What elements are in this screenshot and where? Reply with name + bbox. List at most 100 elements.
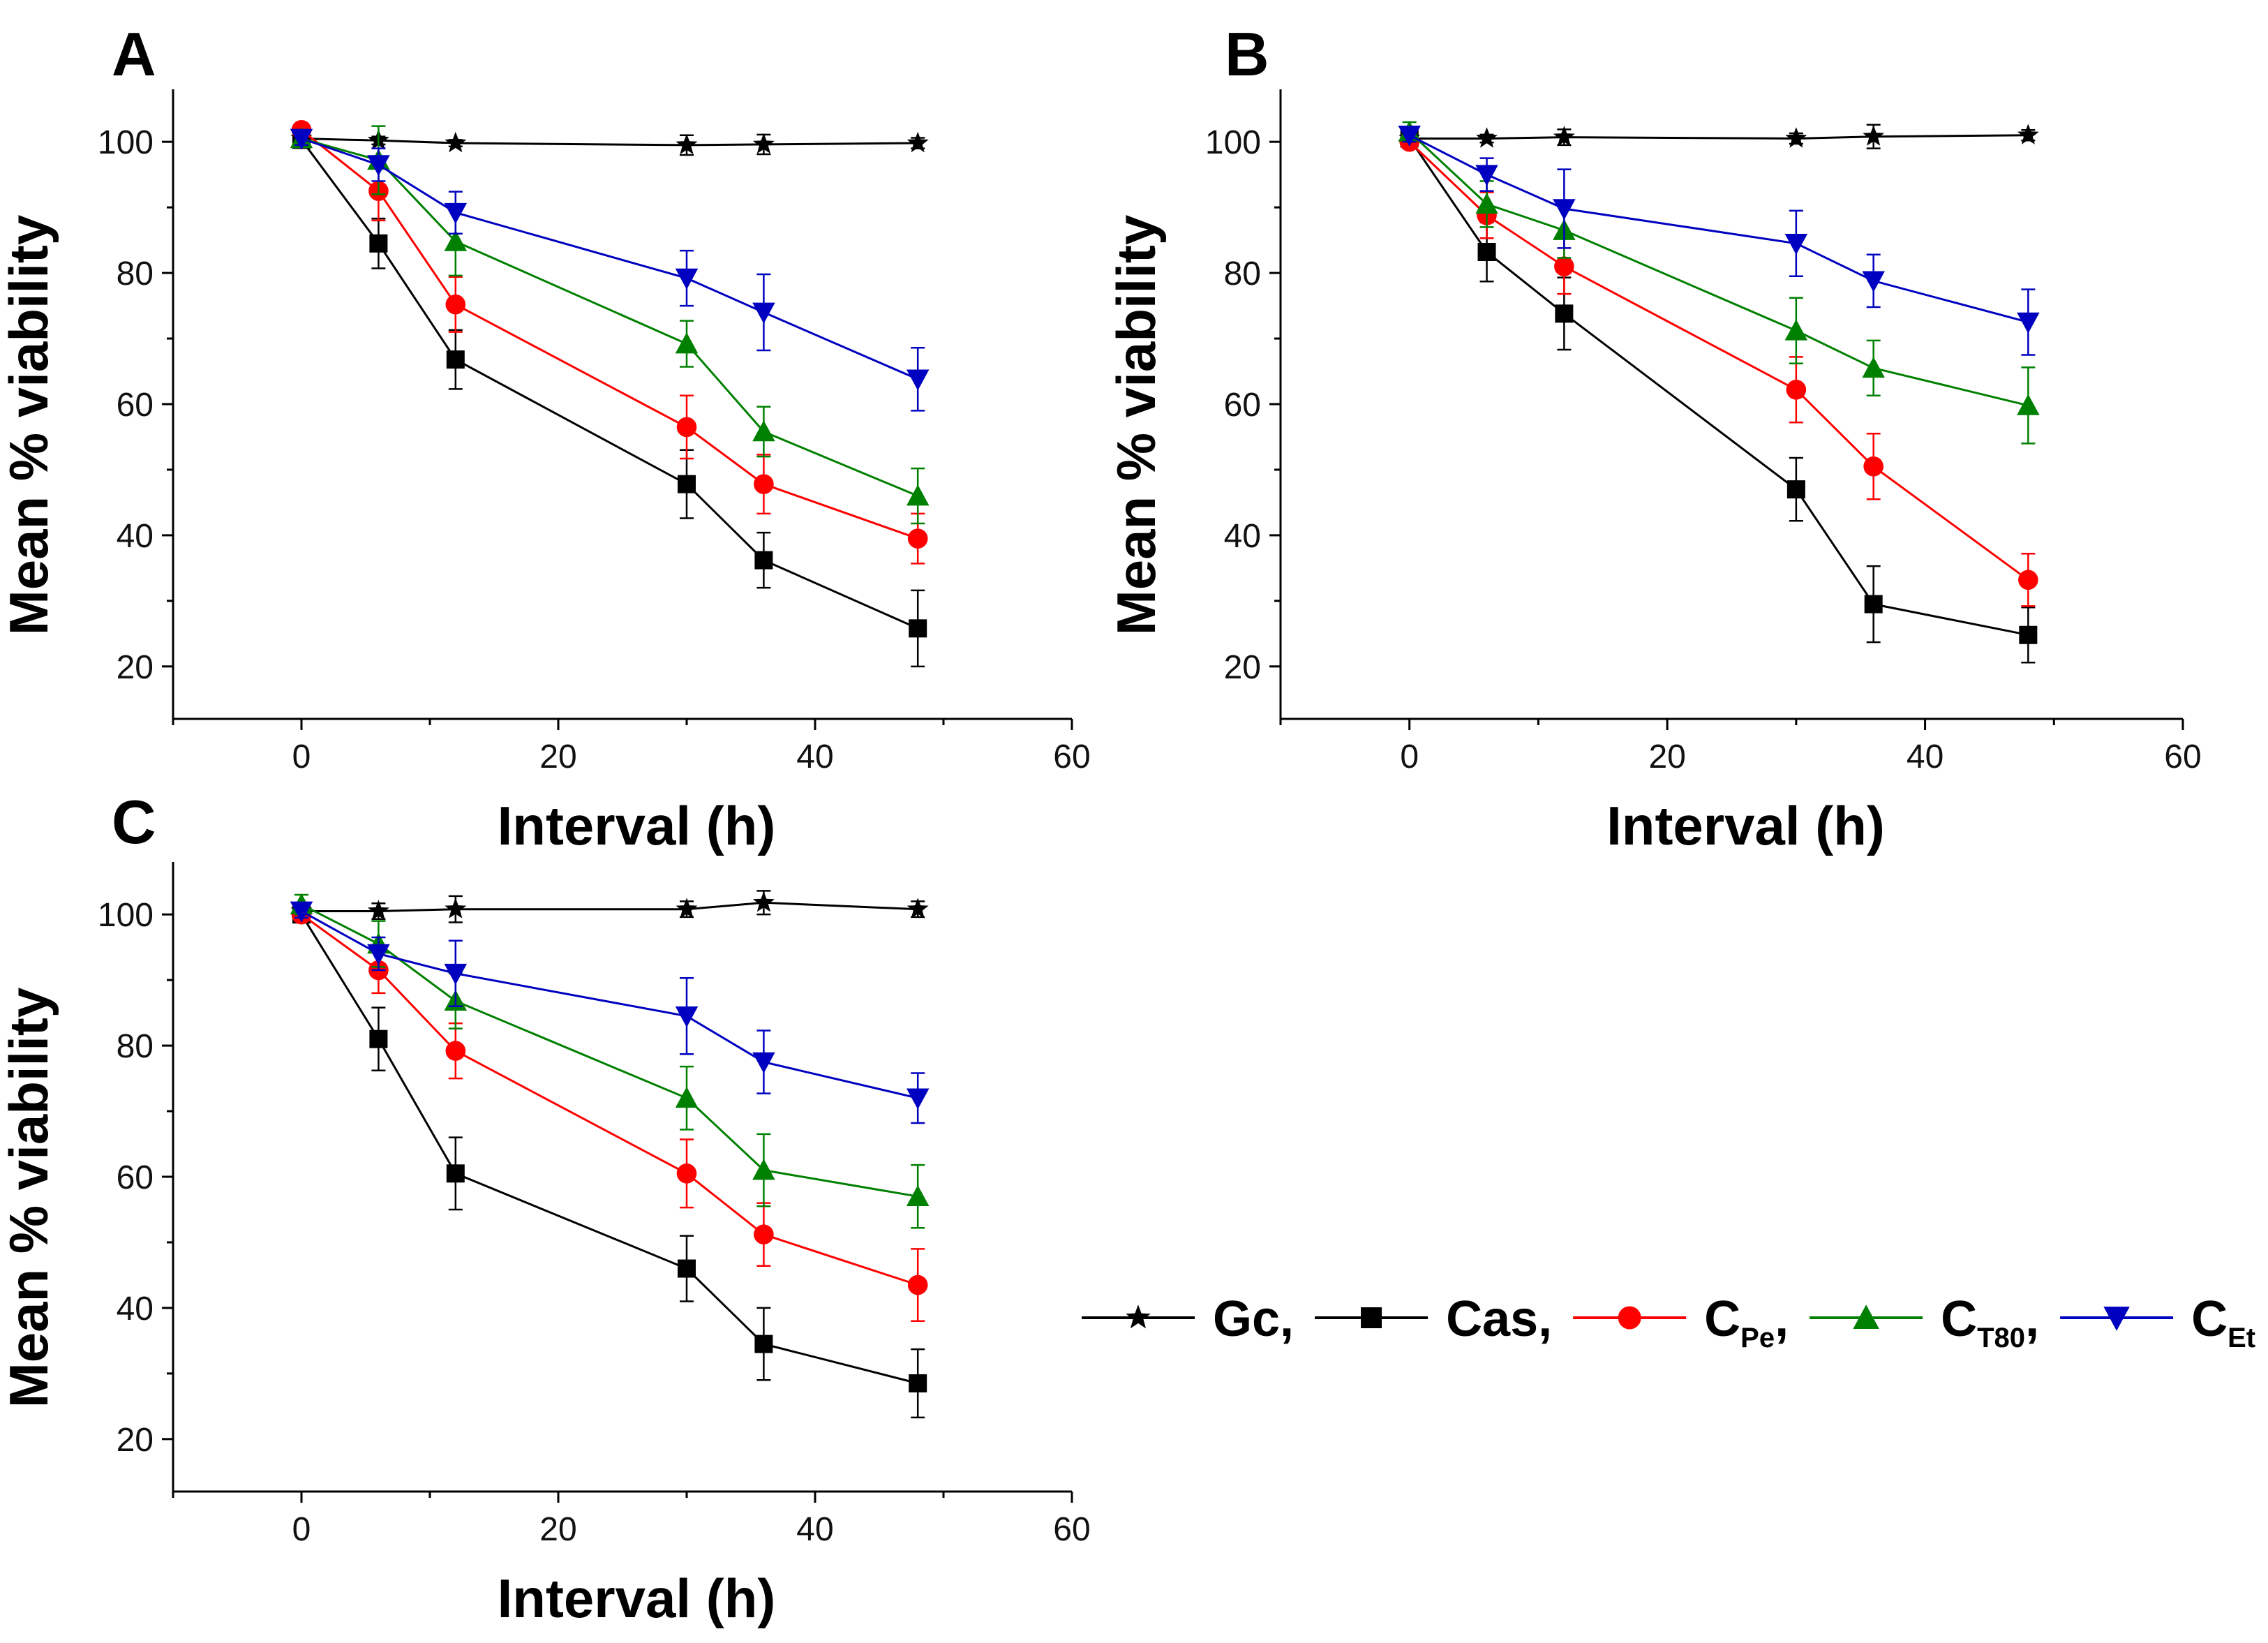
- y-tick-label: 20: [117, 1422, 154, 1459]
- data-point: [1784, 233, 1808, 255]
- data-point: [1864, 595, 1883, 614]
- data-point: [367, 155, 390, 177]
- data-point: [676, 417, 697, 438]
- data-point: [678, 1259, 696, 1278]
- chart-panel-c: 0 20 40 60 20 40 60 80 100 Interval (h) Mean % via…: [0, 787, 1091, 1629]
- y-tick-label: 60: [117, 1159, 154, 1196]
- series-gc: [290, 890, 929, 923]
- data-point: [907, 898, 929, 919]
- data-point: [367, 944, 390, 965]
- data-point: [1475, 193, 1498, 214]
- panel-label: A: [112, 20, 156, 89]
- y-tick-label: 40: [1224, 518, 1261, 555]
- panel-label: B: [1225, 20, 1269, 89]
- data-point: [676, 133, 698, 154]
- data-point: [2018, 570, 2038, 590]
- series-line: [301, 903, 918, 1198]
- chart-panel-b: 0 20 40 60 20 40 60 80 100 Interval (h) Mean % via…: [1105, 20, 2202, 856]
- data-point: [1476, 127, 1498, 148]
- data-point: [369, 1029, 388, 1048]
- legend-label: Cas,: [1446, 1291, 1552, 1347]
- data-point: [446, 1164, 465, 1183]
- series-cet: [1398, 125, 2040, 356]
- series-line: [301, 137, 918, 147]
- data-point: [290, 128, 313, 150]
- data-point: [906, 1088, 930, 1110]
- data-point: [675, 1006, 699, 1028]
- y-tick-label: 100: [98, 897, 154, 934]
- x-tick-label: 40: [796, 738, 833, 775]
- data-point: [907, 1274, 928, 1295]
- data-point: [752, 133, 775, 154]
- data-point: [290, 901, 313, 923]
- series-cas: [292, 905, 927, 1419]
- data-point: [445, 131, 467, 153]
- data-point: [1786, 480, 1805, 499]
- data-point: [2017, 124, 2039, 144]
- data-point: [906, 369, 930, 391]
- y-tick-label: 80: [117, 255, 154, 292]
- data-point: [445, 898, 467, 919]
- series-gc: [290, 127, 929, 156]
- series-cas: [1400, 129, 2038, 664]
- legend-label: CEt: [2191, 1291, 2255, 1353]
- data-point: [752, 891, 775, 912]
- legend-marker: [1618, 1306, 1641, 1330]
- series-line: [300, 914, 918, 1385]
- y-tick-label: 80: [1224, 255, 1261, 292]
- data-point: [444, 202, 468, 224]
- data-point: [754, 474, 774, 494]
- x-tick-label: 40: [1907, 738, 1944, 775]
- series-line: [1408, 137, 2029, 637]
- data-point: [1785, 127, 1807, 148]
- data-point: [1553, 199, 1576, 221]
- data-point: [1862, 271, 1885, 292]
- data-point: [675, 268, 699, 290]
- data-point: [752, 1052, 775, 1073]
- data-point: [367, 900, 389, 921]
- y-tick-label: 80: [117, 1028, 154, 1065]
- x-tick-label: 60: [2164, 738, 2201, 775]
- series-gc: [1398, 124, 2039, 149]
- x-axis-title: Interval (h): [498, 1568, 776, 1629]
- series-line: [300, 139, 918, 630]
- x-axis-title: Interval (h): [1606, 795, 1885, 856]
- series-line: [1408, 141, 2029, 581]
- legend-item-cpe: CPe,: [1573, 1291, 1789, 1353]
- y-tick-label: 100: [1205, 124, 1261, 161]
- series-line: [301, 901, 918, 912]
- series-line: [301, 137, 918, 380]
- data-point: [909, 619, 927, 638]
- data-point: [1475, 165, 1498, 186]
- data-point: [752, 1159, 775, 1180]
- series-line: [1409, 134, 2029, 324]
- data-point: [752, 420, 775, 442]
- legend-label: CPe,: [1704, 1291, 1789, 1353]
- data-point: [678, 475, 696, 493]
- panel-label: C: [112, 787, 156, 856]
- data-point: [444, 230, 468, 251]
- data-point: [1554, 256, 1574, 276]
- legend-marker: [1853, 1304, 1879, 1329]
- data-point: [1477, 243, 1496, 262]
- data-point: [444, 963, 468, 985]
- legend-item-cas: Cas,: [1315, 1291, 1552, 1347]
- series-ct80: [290, 893, 930, 1229]
- data-point: [906, 484, 930, 506]
- series-line: [301, 129, 918, 540]
- data-point: [1398, 125, 1421, 147]
- x-tick-label: 20: [539, 738, 576, 775]
- series-line: [301, 910, 918, 1099]
- y-axis-title: Mean % viability: [0, 988, 59, 1408]
- series-line: [301, 913, 918, 1286]
- legend-label: Gc,: [1213, 1291, 1294, 1347]
- data-point: [1784, 319, 1808, 341]
- series-cet: [290, 901, 930, 1124]
- data-point: [907, 131, 929, 153]
- series-line: [1408, 131, 2029, 407]
- x-axis-title: Interval (h): [498, 795, 776, 856]
- x-tick-label: 0: [1400, 738, 1419, 775]
- chart-panel-a: 0 20 40 60 20 40 60 80 100 Interval (h) Mean % via…: [0, 20, 1091, 856]
- data-point: [675, 1087, 699, 1108]
